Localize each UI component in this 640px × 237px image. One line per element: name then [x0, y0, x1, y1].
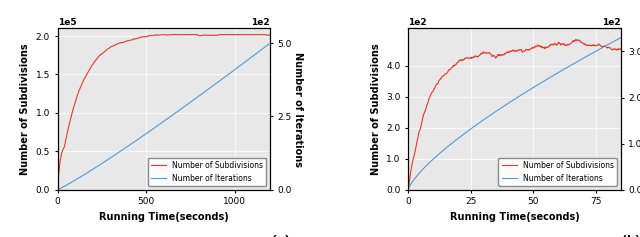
Y-axis label: Number of Subdivisions: Number of Subdivisions: [371, 43, 381, 175]
X-axis label: Running Time(seconds): Running Time(seconds): [99, 212, 228, 222]
Text: 1e5: 1e5: [58, 18, 76, 27]
Y-axis label: Number of Iterations: Number of Iterations: [293, 51, 303, 167]
Legend: Number of Subdivisions, Number of Iterations: Number of Subdivisions, Number of Iterat…: [148, 158, 266, 186]
X-axis label: Running Time(seconds): Running Time(seconds): [450, 212, 579, 222]
Text: 1e2: 1e2: [602, 18, 621, 27]
Text: 1e2: 1e2: [408, 18, 427, 27]
Text: (a): (a): [272, 235, 290, 237]
Text: (b): (b): [622, 235, 640, 237]
Text: 1e2: 1e2: [252, 18, 270, 27]
Legend: Number of Subdivisions, Number of Iterations: Number of Subdivisions, Number of Iterat…: [499, 158, 617, 186]
Y-axis label: Number of Subdivisions: Number of Subdivisions: [20, 43, 30, 175]
